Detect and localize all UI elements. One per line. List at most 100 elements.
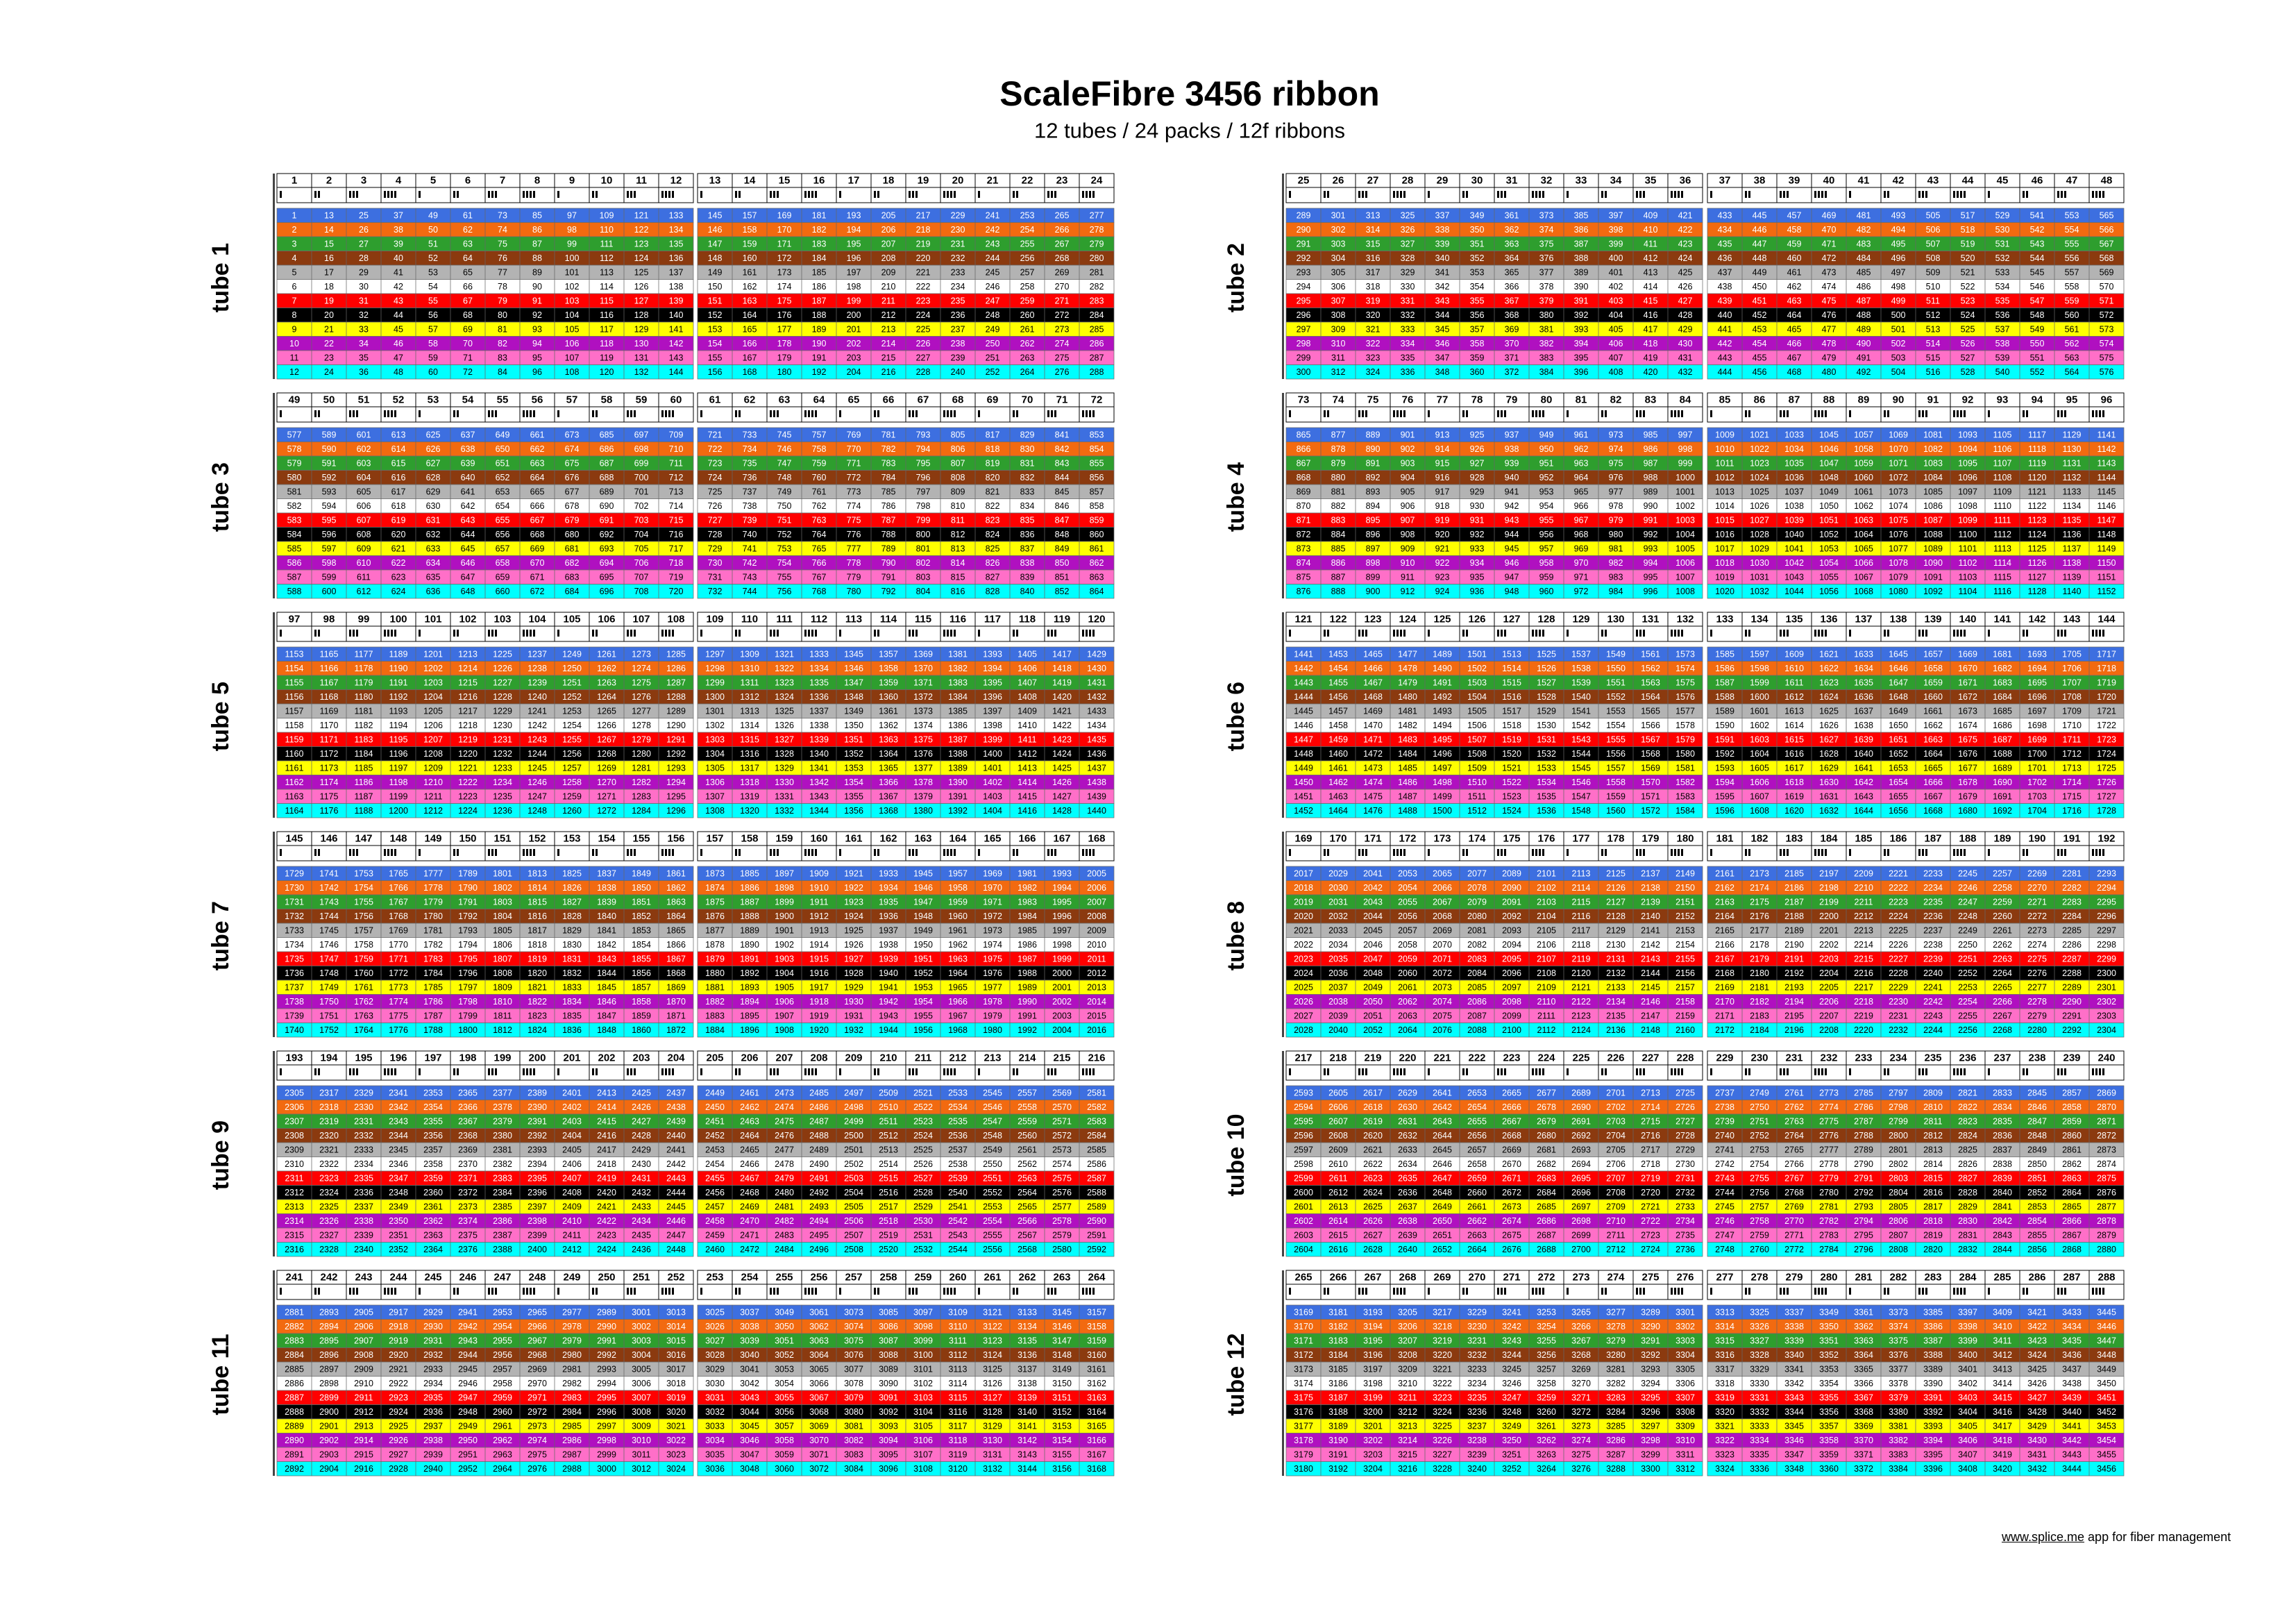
ribbon-marker [453,849,455,856]
ribbon-marker-cell [1355,406,1391,423]
ribbon-marker [1567,630,1569,637]
fiber-number: 1866 [666,940,686,950]
fiber-number: 1133 [2063,487,2082,496]
ribbon-marker [596,630,598,637]
fiber-number: 1923 [844,897,863,907]
ribbon-marker-cell [870,845,906,861]
fiber-number: 50 [428,225,438,235]
ribbon-marker [1324,191,1326,198]
ribbon-marker-cell [1563,187,1599,203]
fiber-number: 1948 [913,911,933,921]
fiber-number: 1982 [1018,883,1037,893]
fiber-number: 1820 [527,968,547,978]
fiber-number: 1063 [1854,515,1873,525]
fiber-number: 42 [394,282,403,292]
fiber-number: 1657 [1923,649,1943,659]
fiber-number: 653 [496,487,510,496]
fiber-number: 1855 [632,954,651,964]
fiber-number: 1349 [844,706,863,716]
ribbon-marker-cell [1707,406,1743,423]
ribbon-marker [523,410,525,417]
fiber-number: 1306 [705,777,725,787]
fiber-number: 226 [916,339,931,348]
fiber-number: 209 [881,267,896,277]
fiber-number: 352 [1470,253,1485,263]
fiber-number: 1759 [354,954,373,964]
ribbon-marker-cell [1880,406,1916,423]
ribbon-marker-cell [1285,187,1322,203]
ribbon-number: 106 [598,614,615,625]
fiber-number: 1334 [809,664,829,673]
fiber-number: 1588 [1715,692,1734,702]
fiber-number: 223 [916,296,931,305]
fiber-number: 1383 [948,678,968,687]
fiber-number: 1101 [1959,544,1977,553]
ribbon-marker [1047,630,1049,637]
fiber-number: 454 [1753,339,1767,348]
fiber-number: 1155 [285,678,304,687]
ribbon-marker-cell [623,187,659,203]
fiber-number: 1345 [844,649,863,659]
fiber-number: 933 [1470,544,1485,553]
fiber-number: 1578 [1675,721,1695,730]
fiber-number: 610 [357,558,371,568]
fiber-number: 904 [1401,473,1415,482]
ribbon-number: 98 [323,614,335,625]
fiber-number: 39 [394,239,403,249]
fiber-number: 1653 [1889,763,1908,773]
fiber-number: 756 [777,587,792,596]
fiber-number: 1640 [1854,749,1873,759]
ribbon-number: 146 [320,833,337,845]
fiber-number: 959 [1539,572,1554,582]
ribbon-marker [700,630,702,637]
ribbon-marker [735,630,737,637]
fiber-number: 896 [1366,530,1381,539]
fiber-number: 843 [1055,458,1070,468]
fiber-number: 1836 [562,1025,582,1035]
fiber-number: 1355 [844,791,863,801]
fiber-number: 763 [812,515,827,525]
ribbon-marker [877,191,879,198]
ribbon-marker [1462,630,1464,637]
fiber-number: 980 [1609,530,1623,539]
fiber-number: 247 [986,296,1000,305]
ribbon-marker-cell [1632,187,1669,203]
ribbon-marker [1884,630,1886,637]
fiber-number: 284 [1090,310,1104,320]
fiber-number: 849 [1055,544,1070,553]
ribbon-marker [1988,630,1990,637]
fiber-number: 1211 [424,791,443,801]
fiber-number: 1537 [1571,649,1591,659]
fiber-number: 733 [743,430,757,439]
fiber-number: 1140 [2063,587,2082,596]
fiber-number: 1579 [1675,734,1695,744]
ribbon-marker [2026,191,2028,198]
fiber-number: 1663 [1923,734,1943,744]
fiber-number: 911 [1401,572,1415,582]
ribbon-marker [804,410,807,417]
fiber-number: 677 [565,487,580,496]
fiber-number: 276 [1055,367,1070,377]
fiber-number: 961 [1574,430,1589,439]
ribbon-number: 99 [358,614,370,625]
fiber-number: 479 [1822,353,1837,362]
fiber-number: 1165 [320,649,339,659]
fiber-number: 738 [743,501,757,511]
ribbon-marker-cell [450,625,486,642]
fiber-number: 1772 [389,968,408,978]
fiber-number: 51 [428,239,438,249]
ribbon-marker-cell [1741,187,1778,203]
ribbon-number: 47 [2066,175,2078,187]
fiber-number: 191 [812,353,827,362]
ribbon-marker [630,849,632,856]
fiber-number: 1486 [1398,777,1417,787]
fiber-number: 1089 [1923,544,1943,553]
fiber-number: 498 [1891,282,1906,292]
fiber-number: 1819 [527,954,547,964]
ribbon-marker-cell [1494,406,1530,423]
fiber-number: 1136 [2063,530,2082,539]
fiber-number: 158 [743,225,757,235]
ribbon-marker [533,191,535,198]
fiber-number: 574 [2100,339,2114,348]
ribbon-number: 85 [1719,394,1731,406]
